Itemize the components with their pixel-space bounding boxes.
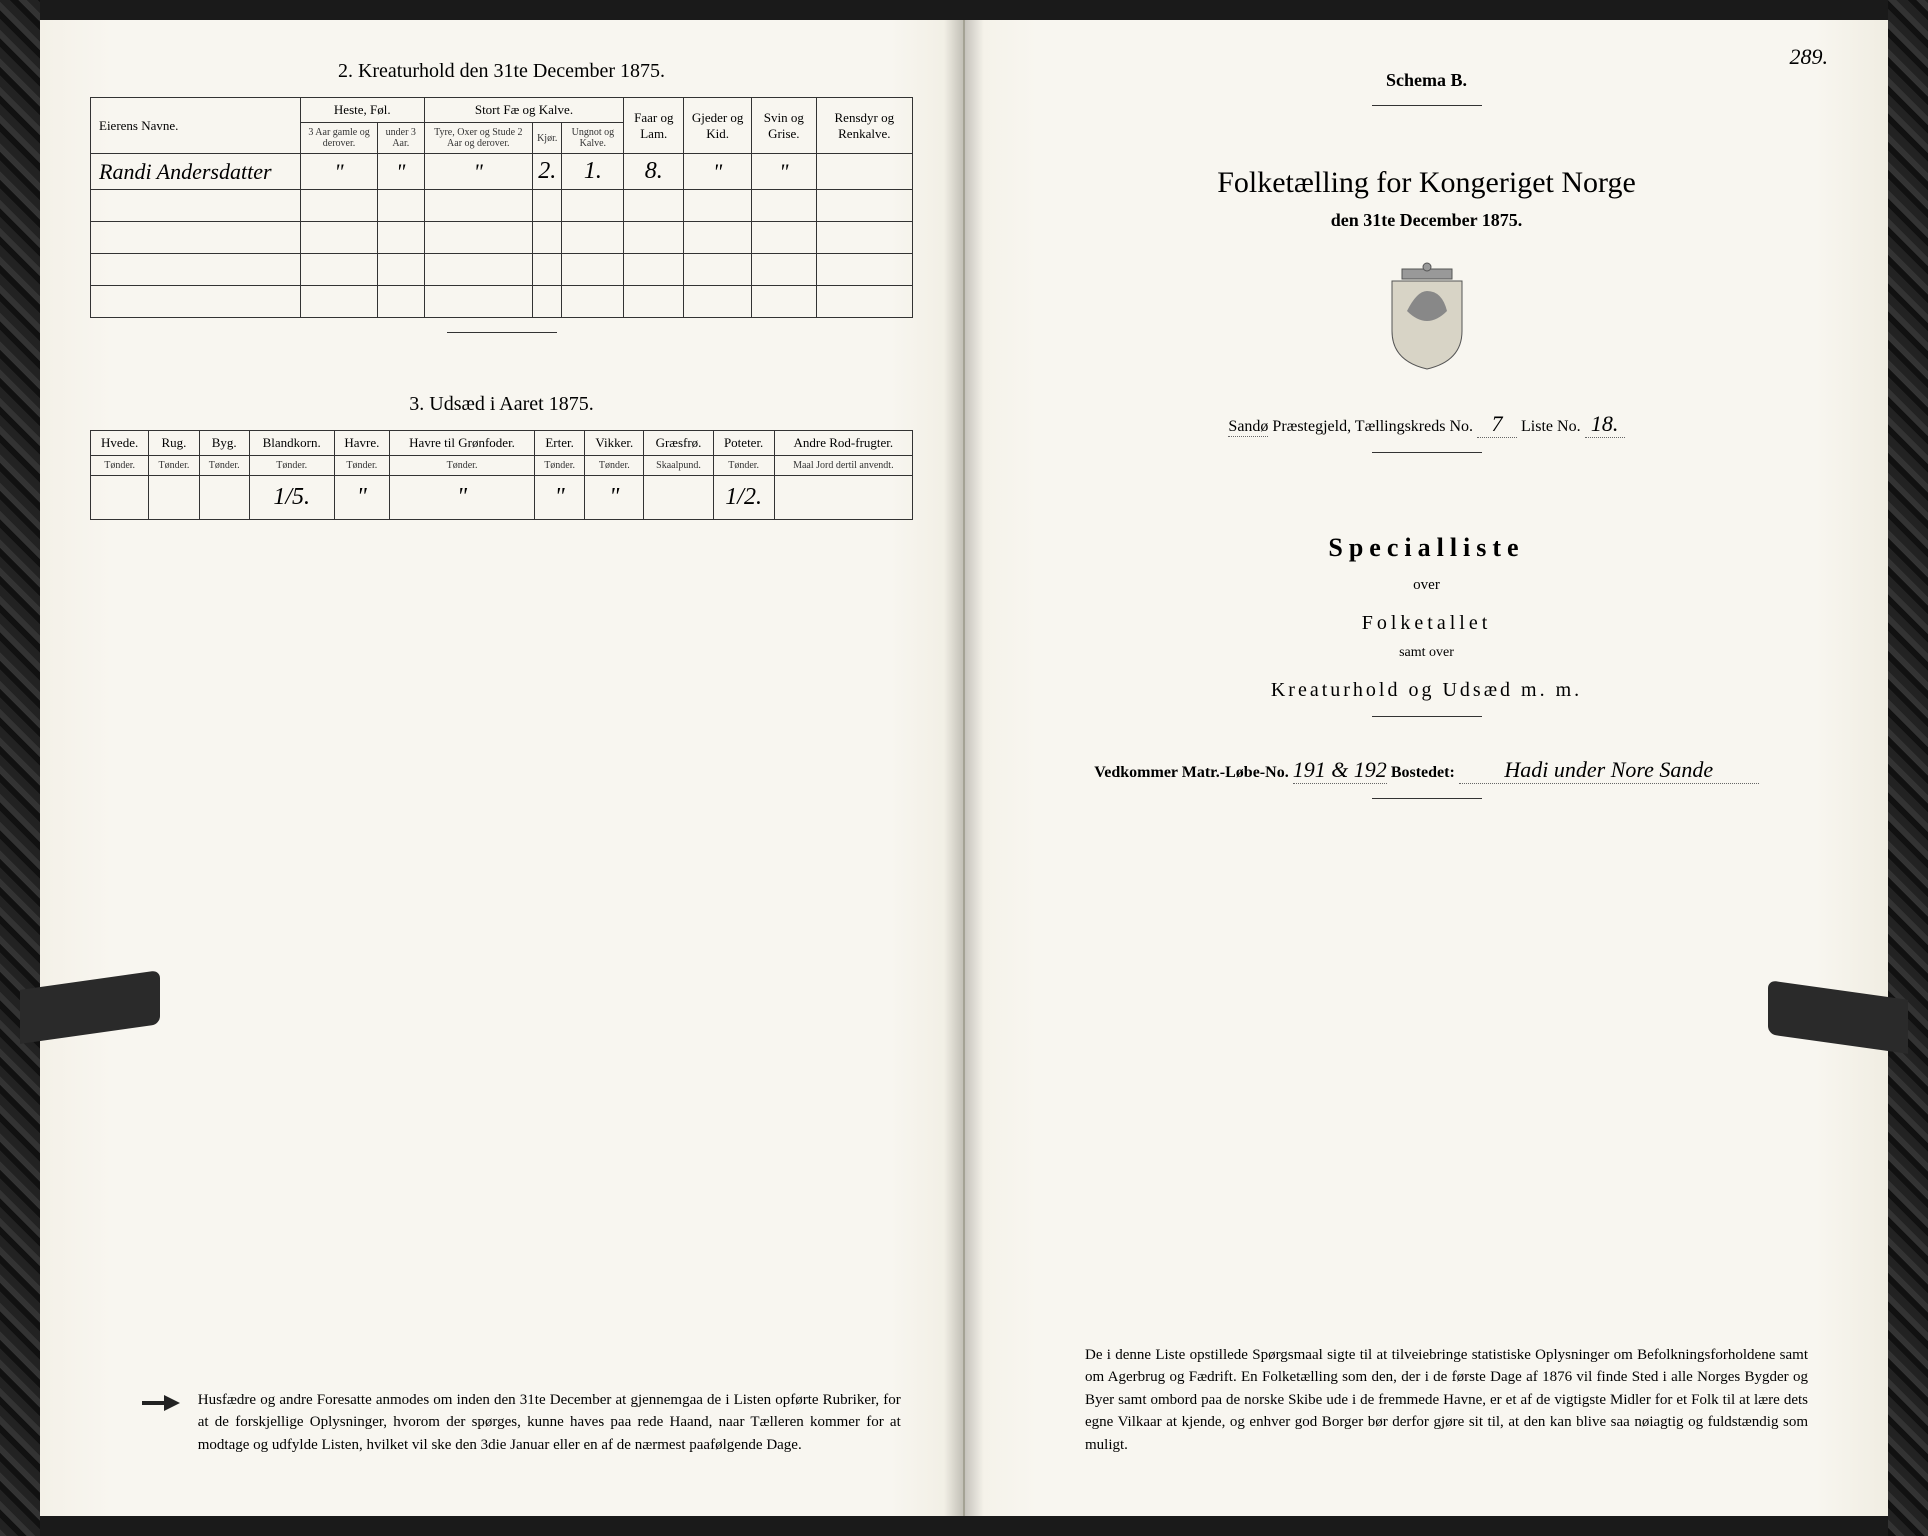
col-header: Rug. — [149, 431, 199, 456]
col-header: Hvede. — [91, 431, 149, 456]
cell: " — [424, 154, 533, 190]
cell — [644, 476, 713, 520]
bottom-paragraph: De i denne Liste opstillede Spørgsmaal s… — [1085, 1344, 1808, 1457]
specialliste: Specialliste — [1015, 533, 1838, 563]
col-subheader: Maal Jord dertil anvendt. — [774, 456, 912, 476]
kreaturhold-line: Kreaturhold og Udsæd m. m. — [1015, 679, 1838, 702]
owner-name: Randi Andersdatter — [91, 154, 301, 190]
cell — [199, 476, 249, 520]
col-header: Andre Rod-frugter. — [774, 431, 912, 456]
eier-header: Eierens Navne. — [91, 98, 301, 154]
col-header: Græsfrø. — [644, 431, 713, 456]
vedk-label: Vedkommer Matr.-Løbe-No. — [1094, 764, 1293, 781]
col-subheader: Tønder. — [585, 456, 644, 476]
table-row — [91, 286, 913, 318]
cell: " — [684, 154, 752, 190]
liste-value: 18. — [1585, 411, 1625, 438]
col-subheader: Tønder. — [534, 456, 584, 476]
col-subheader: Tønder. — [199, 456, 249, 476]
cell: 1/5. — [249, 476, 334, 520]
sub-fae-1: Kjør. — [533, 123, 562, 154]
col-header: Erter. — [534, 431, 584, 456]
col-header: Poteter. — [713, 431, 774, 456]
col-subheader: Tønder. — [713, 456, 774, 476]
sub-fae-0: Tyre, Oxer og Stude 2 Aar og derover. — [424, 123, 533, 154]
cell: " — [334, 476, 390, 520]
kreaturhold-table: Eierens Navne. Heste, Føl. Stort Fæ og K… — [90, 97, 913, 318]
matr-value: 191 & 192 — [1293, 757, 1387, 784]
cell — [816, 154, 912, 190]
over-label: over — [1015, 577, 1838, 594]
col-subheader: Tønder. — [149, 456, 199, 476]
page-number: 289. — [1790, 44, 1829, 70]
prestegjeld-value: Sandø — [1228, 418, 1268, 437]
cell: " — [585, 476, 644, 520]
cell: " — [534, 476, 584, 520]
cell: 1/2. — [713, 476, 774, 520]
kreds-value: 7 — [1477, 411, 1517, 438]
notice-block: Husfædre og andre Foresatte anmodes om i… — [140, 1389, 903, 1457]
census-title: Folketælling for Kongeriget Norge — [1015, 166, 1838, 200]
group-heste: Heste, Føl. — [301, 98, 425, 123]
prestegjeld-line: Sandø Præstegjeld, Tællingskreds No. 7 L… — [1015, 411, 1838, 438]
col-header: Blandkorn. — [249, 431, 334, 456]
cell — [149, 476, 199, 520]
right-page: 289. Schema B. Folketælling for Kongerig… — [965, 20, 1888, 1516]
sub-fae-2: Ungnot og Kalve. — [562, 123, 624, 154]
group-svin: Svin og Grise. — [752, 98, 817, 154]
schema-label: Schema B. — [1015, 70, 1838, 91]
pointing-hand-icon — [140, 1389, 184, 1425]
table-row — [91, 254, 913, 286]
col-subheader: Tønder. — [334, 456, 390, 476]
section-2-title: 2. Kreaturhold den 31te December 1875. — [90, 60, 913, 83]
folketallet: Folketallet — [1015, 612, 1838, 635]
census-subtitle: den 31te December 1875. — [1015, 210, 1838, 231]
prestegjeld-label: Præstegjeld, Tællingskreds No. — [1272, 418, 1477, 435]
udsaed-table: Hvede.Rug.Byg.Blandkorn.Havre.Havre til … — [90, 430, 913, 520]
liste-label: Liste No. — [1521, 418, 1585, 435]
cell: " — [390, 476, 535, 520]
sub-heste-0: 3 Aar gamle og derover. — [301, 123, 378, 154]
cell: 8. — [624, 154, 684, 190]
col-subheader: Tønder. — [249, 456, 334, 476]
section-3-title: 3. Udsæd i Aaret 1875. — [90, 393, 913, 416]
col-header: Vikker. — [585, 431, 644, 456]
table-row: 1/5.""""1/2. — [91, 476, 913, 520]
notice-text: Husfædre og andre Foresatte anmodes om i… — [198, 1389, 901, 1457]
col-subheader: Tønder. — [91, 456, 149, 476]
table-row — [91, 222, 913, 254]
left-page: 2. Kreaturhold den 31te December 1875. E… — [40, 20, 965, 1516]
cell: 1. — [562, 154, 624, 190]
cell — [774, 476, 912, 520]
col-header: Byg. — [199, 431, 249, 456]
cell: " — [378, 154, 424, 190]
book-spread: 2. Kreaturhold den 31te December 1875. E… — [40, 20, 1888, 1516]
col-header: Havre til Grønfoder. — [390, 431, 535, 456]
vedkommer-line: Vedkommer Matr.-Løbe-No. 191 & 192 Boste… — [1015, 757, 1838, 784]
group-faar: Faar og Lam. — [624, 98, 684, 154]
samt-over: samt over — [1015, 645, 1838, 661]
cell: 2. — [533, 154, 562, 190]
cell: " — [301, 154, 378, 190]
col-header: Havre. — [334, 431, 390, 456]
col-subheader: Tønder. — [390, 456, 535, 476]
cell — [91, 476, 149, 520]
bosted-label: Bostedet: — [1391, 764, 1459, 781]
table-row: Randi Andersdatter " " " 2. 1. 8. " " — [91, 154, 913, 190]
col-subheader: Skaalpund. — [644, 456, 713, 476]
table-row — [91, 190, 913, 222]
bosted-value: Hadi under Nore Sande — [1459, 757, 1759, 784]
group-gjeder: Gjeder og Kid. — [684, 98, 752, 154]
coat-of-arms-icon — [1382, 261, 1472, 371]
group-rensdyr: Rensdyr og Renkalve. — [816, 98, 912, 154]
sub-heste-1: under 3 Aar. — [378, 123, 424, 154]
group-fae: Stort Fæ og Kalve. — [424, 98, 624, 123]
cell: " — [752, 154, 817, 190]
